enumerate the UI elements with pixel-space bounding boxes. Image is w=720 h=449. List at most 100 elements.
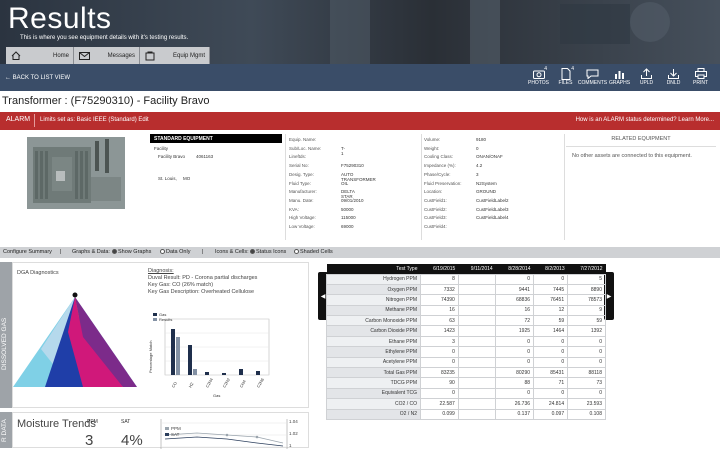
table-cell[interactable]: 0 [495,346,535,358]
graphs-button[interactable]: GRAPHS [606,67,633,89]
upload-button[interactable]: UPLD [633,67,660,89]
column-header[interactable]: 8/2/2013 [533,264,568,274]
table-cell[interactable]: 5 [567,273,606,285]
photos-button[interactable]: 4 PHOTOS [525,66,552,89]
table-cell[interactable] [457,304,497,317]
table-cell[interactable]: 0 [495,387,535,400]
table-cell[interactable]: 9 [567,304,606,317]
table-cell[interactable]: 0.099 [420,408,459,420]
equipment-photo[interactable] [27,137,125,209]
table-cell[interactable]: 7445 [533,283,569,296]
comments-button[interactable]: COMMENTS [578,67,607,89]
status-icons-radio[interactable]: Status Icons [250,249,286,255]
table-cell[interactable]: 16 [495,304,535,317]
table-cell[interactable]: 8890 [567,283,606,296]
files-button[interactable]: 4 FILES [552,66,579,89]
table-cell[interactable]: 74390 [420,294,459,306]
table-cell[interactable]: 88118 [567,366,606,379]
table-cell[interactable]: 1392 [567,325,606,337]
table-cell[interactable]: 0 [567,387,606,400]
print-button[interactable]: PRINT [687,67,714,89]
table-cell[interactable]: 0 [533,335,569,348]
table-cell[interactable]: 3 [420,335,459,348]
column-header[interactable]: 6/19/2015 [420,264,459,274]
table-cell[interactable] [457,408,497,420]
table-cell[interactable]: 0 [495,273,535,285]
table-cell[interactable]: 0.108 [567,408,606,420]
table-cell[interactable] [457,325,497,337]
table-cell[interactable]: 88 [495,377,535,389]
tab-messages[interactable]: Messages [74,47,140,64]
table-cell[interactable]: 1464 [533,325,569,337]
shaded-cells-radio[interactable]: Shaded Cells [294,249,333,255]
table-cell[interactable]: 78573 [567,294,606,306]
table-cell[interactable] [457,346,497,358]
table-cell[interactable]: 0 [495,335,535,348]
table-cell[interactable]: 12 [533,304,569,317]
table-cell[interactable] [457,356,497,369]
table-cell[interactable] [457,335,497,348]
table-cell[interactable]: 83235 [420,366,459,379]
table-cell[interactable] [457,377,497,389]
table-cell[interactable]: 68836 [495,294,535,306]
moisture-trend-chart[interactable]: PPM SAT 1.04 1.02 1 [147,413,307,449]
table-cell[interactable] [457,387,497,400]
table-cell[interactable]: 73 [567,377,606,389]
table-cell[interactable]: 0 [420,356,459,369]
table-next-arrow[interactable]: ▶ [604,272,614,320]
table-cell[interactable]: 0 [495,356,535,369]
table-cell[interactable]: 0 [420,387,459,400]
column-header[interactable]: Test Type [326,264,421,274]
table-cell[interactable]: 63 [420,315,459,327]
table-cell[interactable]: 76451 [533,294,569,306]
data-only-radio[interactable]: Data Only [160,249,190,255]
table-cell[interactable]: 0 [533,387,569,400]
show-graphs-radio[interactable]: Show Graphs [112,249,151,255]
table-cell[interactable]: 0 [533,356,569,369]
column-header[interactable]: 9/11/2014 [458,264,496,274]
table-cell[interactable]: 71 [533,377,569,389]
table-cell[interactable]: 7332 [420,283,459,296]
alarm-limits-link[interactable]: Limits set as: Basic IEEE (Standard) Edi… [40,117,149,123]
table-cell[interactable]: 90 [420,377,459,389]
tab-home[interactable]: Home [6,47,74,64]
table-cell[interactable]: 0.097 [533,408,569,420]
table-cell[interactable]: 9441 [495,283,535,296]
table-cell[interactable]: 59 [567,315,606,327]
table-cell[interactable]: 72 [495,315,535,327]
column-header[interactable]: 8/28/2014 [495,264,534,274]
back-to-list-link[interactable]: ← BACK TO LIST VIEW [5,75,71,81]
table-cell[interactable]: 0 [567,356,606,369]
table-cell[interactable]: 23.593 [567,398,606,410]
table-cell[interactable]: 80290 [495,366,535,379]
tab-equip-mgmt[interactable]: Equip Mgmt [140,47,210,64]
alarm-learn-more-link[interactable]: How is an ALARM status determined? Learn… [575,117,714,123]
table-cell[interactable]: 24.814 [533,398,569,410]
column-header[interactable]: 7/27/2012 [567,264,606,274]
table-cell[interactable] [457,315,497,327]
table-cell[interactable]: 0 [567,346,606,358]
table-cell[interactable]: 8 [420,273,459,285]
table-cell[interactable]: 26.736 [495,398,535,410]
table-cell[interactable] [457,294,497,306]
table-cell[interactable]: 0.137 [495,408,535,420]
configure-summary-link[interactable]: Configure Summary [3,249,52,255]
table-cell[interactable] [457,283,497,296]
table-cell[interactable]: 1925 [495,325,535,337]
gas-match-chart[interactable]: Gas Results Percentage Match CO H2 C2H4 C2H2 CH… [143,311,273,399]
table-cell[interactable]: 0 [533,346,569,358]
table-cell[interactable] [457,273,497,285]
table-cell[interactable]: 1423 [420,325,459,337]
table-cell[interactable] [457,366,497,379]
table-cell[interactable]: 22.587 [420,398,459,410]
table-cell[interactable]: 0 [420,346,459,358]
duval-triangle[interactable] [13,277,143,407]
table-cell[interactable]: 16 [420,304,459,317]
table-cell[interactable]: 0 [567,335,606,348]
download-button[interactable]: DNLD [660,67,687,89]
table-cell[interactable] [457,398,497,410]
table-cell[interactable]: 0 [533,273,569,285]
table-cell[interactable]: 59 [533,315,569,327]
table-cell[interactable]: 85431 [533,366,569,379]
table-prev-arrow[interactable]: ◀ [318,272,328,320]
